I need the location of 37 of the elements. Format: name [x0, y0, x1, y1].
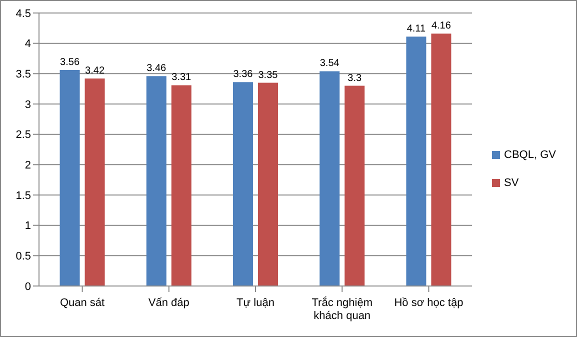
legend-label: CBQL, GV [504, 148, 556, 160]
data-label: 3.36 [233, 69, 254, 80]
y-tick-label: 2.5 [16, 129, 31, 142]
y-tick-label: 3 [24, 98, 31, 111]
bar [344, 86, 365, 286]
data-label: 4.11 [406, 24, 426, 35]
bar [258, 82, 278, 286]
x-tick-label: Trắc nghiệm khách quan [312, 296, 372, 322]
x-tick-label: Quan sát [60, 297, 105, 309]
data-label: 3.46 [146, 63, 167, 74]
bar [320, 71, 340, 286]
y-tick-label: 4.5 [16, 8, 31, 20]
bar [406, 36, 426, 286]
x-tick-label: Vấn đáp [148, 297, 190, 309]
bar [60, 70, 80, 286]
data-label: 3.35 [258, 70, 278, 81]
bar [431, 34, 452, 286]
y-tick-label: 4 [24, 38, 31, 50]
data-label: 3.54 [320, 58, 340, 70]
bar [233, 82, 253, 286]
y-tick-label: 0.5 [16, 250, 31, 263]
y-tick-label: 1.5 [16, 190, 31, 202]
y-tick-label: 0 [24, 280, 31, 293]
bar [171, 85, 192, 286]
data-label: 3.3 [348, 72, 362, 84]
legend-label: SV [504, 176, 519, 188]
bar [84, 78, 105, 286]
y-tick-label: 2 [24, 160, 31, 172]
y-tick-label: 1 [24, 220, 31, 232]
data-label: 3.56 [60, 57, 80, 68]
data-label: 4.16 [431, 20, 452, 32]
bar [146, 76, 166, 286]
y-tick-label: 3.5 [16, 68, 31, 81]
data-label: 3.42 [85, 66, 105, 77]
data-label: 3.31 [172, 72, 192, 84]
x-tick-label: Hồ sơ học tập [394, 297, 464, 309]
x-tick-label: Tự luận [236, 297, 274, 309]
